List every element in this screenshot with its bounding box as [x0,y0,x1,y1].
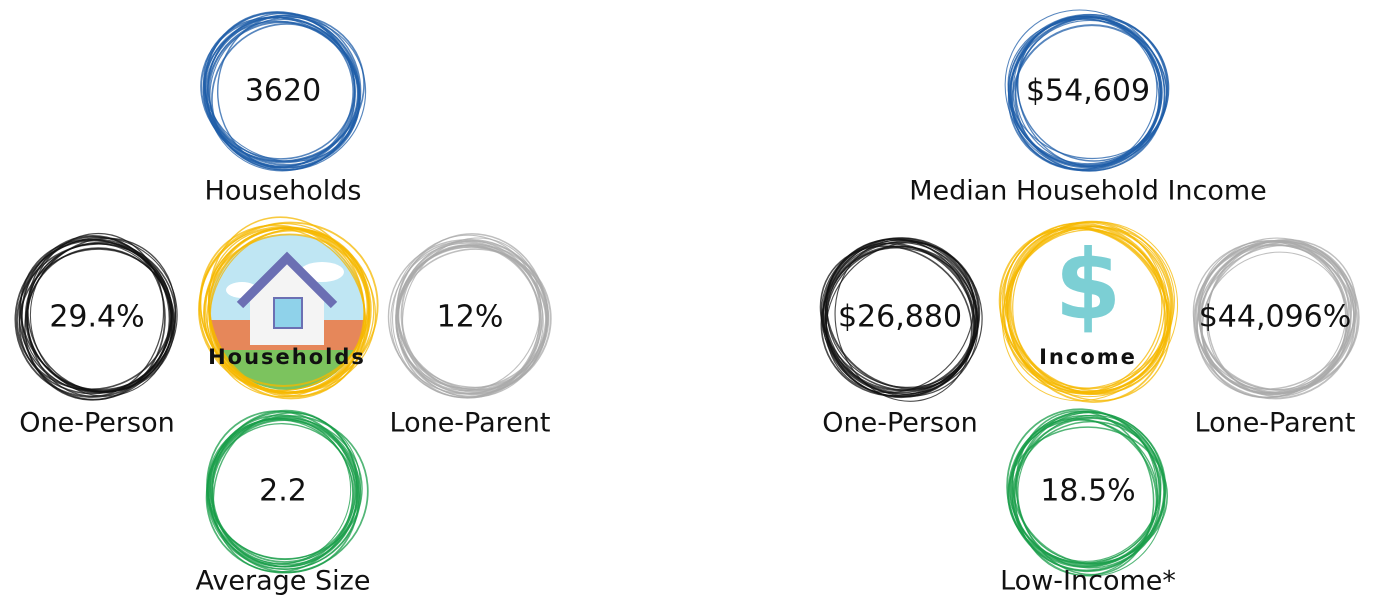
stat-label: Households [205,176,362,207]
icon: $ [1055,229,1122,341]
stat-label: Lone-Parent [390,408,551,439]
stat-label: Median Household Income [909,176,1267,207]
stat-value: $54,609 [1026,74,1150,109]
stat-label: Low-Income* [1000,566,1176,597]
stat-value: 2.2 [259,474,307,509]
infographic: Households 3620 Households 29.4% One-Person 1… [0,0,1381,613]
stat-value: 18.5% [1040,474,1135,509]
stat-value: 3620 [245,74,321,109]
stat-value: 29.4% [49,300,144,335]
center-label: Households [208,345,366,369]
center-label: Income [1039,345,1137,369]
stat-value: 12% [437,300,504,335]
stat-label: Lone-Parent [1195,408,1356,439]
stat-value: $44,096% [1199,300,1352,335]
stat-label: Average Size [196,566,371,597]
stat-label: One-Person [19,408,174,439]
stat-value: $26,880 [838,300,962,335]
stat-label: One-Person [822,408,977,439]
